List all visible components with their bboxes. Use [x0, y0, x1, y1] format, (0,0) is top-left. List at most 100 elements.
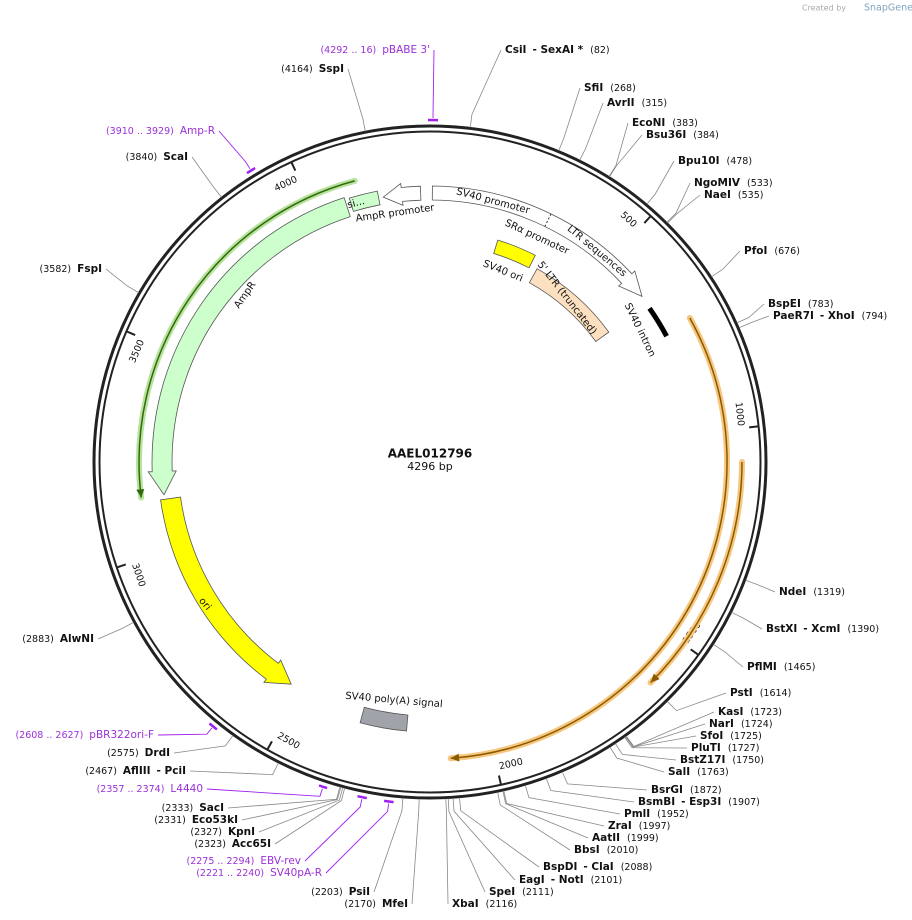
orf-head [450, 753, 460, 762]
site-label: KasI (1723) [718, 706, 782, 718]
site-leader [666, 182, 691, 223]
site-leader [713, 644, 744, 668]
site-label: NarI (1724) [709, 718, 773, 730]
site-position: (1724) [741, 719, 773, 730]
site-leader [97, 621, 134, 640]
site-position: (2170) [344, 899, 376, 910]
site-name: BstZ17I [680, 754, 725, 766]
site-label: Bsu36I (384) [646, 129, 719, 141]
ruler-label: 2500 [275, 730, 301, 751]
site-name: Eco53kI [192, 814, 238, 826]
primer-label: (2221 .. 2240) SV40pA-R [196, 867, 322, 879]
feature [348, 190, 381, 212]
feature-label: LTR sequences [565, 223, 629, 279]
site-label: BstZ17I (1750) [680, 754, 764, 766]
feature [382, 182, 422, 207]
site-position: (1465) [784, 662, 816, 673]
site-label: PluTI (1727) [691, 742, 759, 754]
orf [650, 461, 743, 684]
site-name: AflIII [123, 765, 151, 777]
feature [493, 239, 536, 269]
site-name: - Esp3I [681, 796, 721, 808]
site-name: SfiI [584, 82, 603, 94]
site-name: BstXI [766, 623, 797, 635]
site-name: Bpu10I [678, 155, 720, 167]
site-label: PmlI (1952) [624, 808, 689, 820]
site-position: (2323) [194, 839, 226, 850]
site-leader [373, 797, 404, 893]
site-label: BspEI (783) [768, 298, 833, 310]
primer [318, 784, 328, 790]
site-position: (2327) [190, 827, 222, 838]
site-label: CsiI - SexAI * (82) [505, 44, 610, 56]
site-position: (82) [590, 45, 610, 56]
primer-name: Amp-R [180, 125, 215, 137]
site-position: (315) [642, 98, 668, 109]
primer-leader [304, 799, 363, 862]
site-label: BbsI (2010) [574, 844, 638, 856]
credit: Created by [802, 4, 846, 13]
primer-range: (2357 .. 2374) [97, 784, 165, 795]
site-name: SspI [319, 63, 344, 75]
primer-name: EBV-rev [260, 855, 301, 867]
site-label: NgoMIV (533) [694, 177, 773, 189]
ruler-tick [266, 740, 273, 750]
feature-label: SV40 poly(A) signal [345, 691, 443, 710]
site-name: KpnI [228, 826, 255, 838]
site-label: (2203) PsiI [311, 886, 370, 898]
primer-leader [157, 727, 213, 736]
site-position: (1907) [728, 797, 760, 808]
ruler-tick [749, 425, 759, 429]
site-name: ScaI [163, 151, 188, 163]
site-label: PfoI (676) [744, 245, 800, 257]
backbone-inner [98, 130, 762, 794]
backbone-outer [92, 124, 768, 800]
site-name: DrdI [145, 747, 170, 759]
site-position: (2116) [486, 899, 518, 910]
site-position: (783) [808, 299, 834, 310]
ruler-tick [126, 330, 136, 336]
orf-head [136, 489, 145, 498]
site-name: NgoMIV [694, 177, 741, 189]
site-name: BbsI [574, 844, 600, 856]
site-name: Bsu36I [646, 129, 686, 141]
site-leader [745, 579, 776, 593]
primer-label: (2357 .. 2374) L4440 [97, 783, 203, 795]
primer-label: (2275 .. 2294) EBV-rev [187, 855, 302, 867]
site-position: (535) [738, 190, 764, 201]
feature [528, 268, 610, 343]
site-position: (1725) [730, 731, 762, 742]
primer [383, 799, 394, 804]
primer-leader [218, 130, 251, 170]
primer-label: (3910 .. 3929) Amp-R [106, 125, 215, 137]
primer-leader [432, 49, 435, 119]
site-name: CsiI [505, 44, 526, 56]
site-name: NaeI [704, 189, 731, 201]
site-leader [624, 736, 688, 749]
site-label: BspDI - ClaI (2088) [543, 861, 652, 873]
ruler-label: 3000 [129, 562, 147, 588]
map-length: 4296 bp [407, 460, 452, 473]
site-leader [646, 160, 675, 205]
primer-name: pBR322ori-F [89, 729, 154, 741]
primer-name: pBABE 3' [382, 44, 430, 56]
site-leader [445, 798, 449, 905]
orf [450, 317, 728, 760]
site-leader [614, 743, 677, 761]
ruler-tick [116, 563, 127, 569]
site-name: - XcmI [803, 623, 840, 635]
primer-label: (2608 .. 2627) pBR322ori-F [15, 729, 154, 741]
site-label: BstXI - XcmI (1390) [766, 623, 879, 635]
site-leader [545, 778, 635, 803]
site-name: BspEI [768, 298, 801, 310]
site-label: NaeI (535) [704, 189, 763, 201]
primer [357, 794, 368, 800]
ruler-label: 1000 [733, 401, 747, 426]
site-leader [609, 746, 665, 773]
site-label: (2575) DrdI [107, 747, 170, 759]
site-label: PaeR7I - XhoI (794) [773, 310, 887, 322]
site-name: PfoI [744, 245, 767, 257]
site-position: (1390) [847, 624, 879, 635]
site-label: AvrII (315) [607, 97, 667, 109]
orf-head [650, 673, 660, 683]
